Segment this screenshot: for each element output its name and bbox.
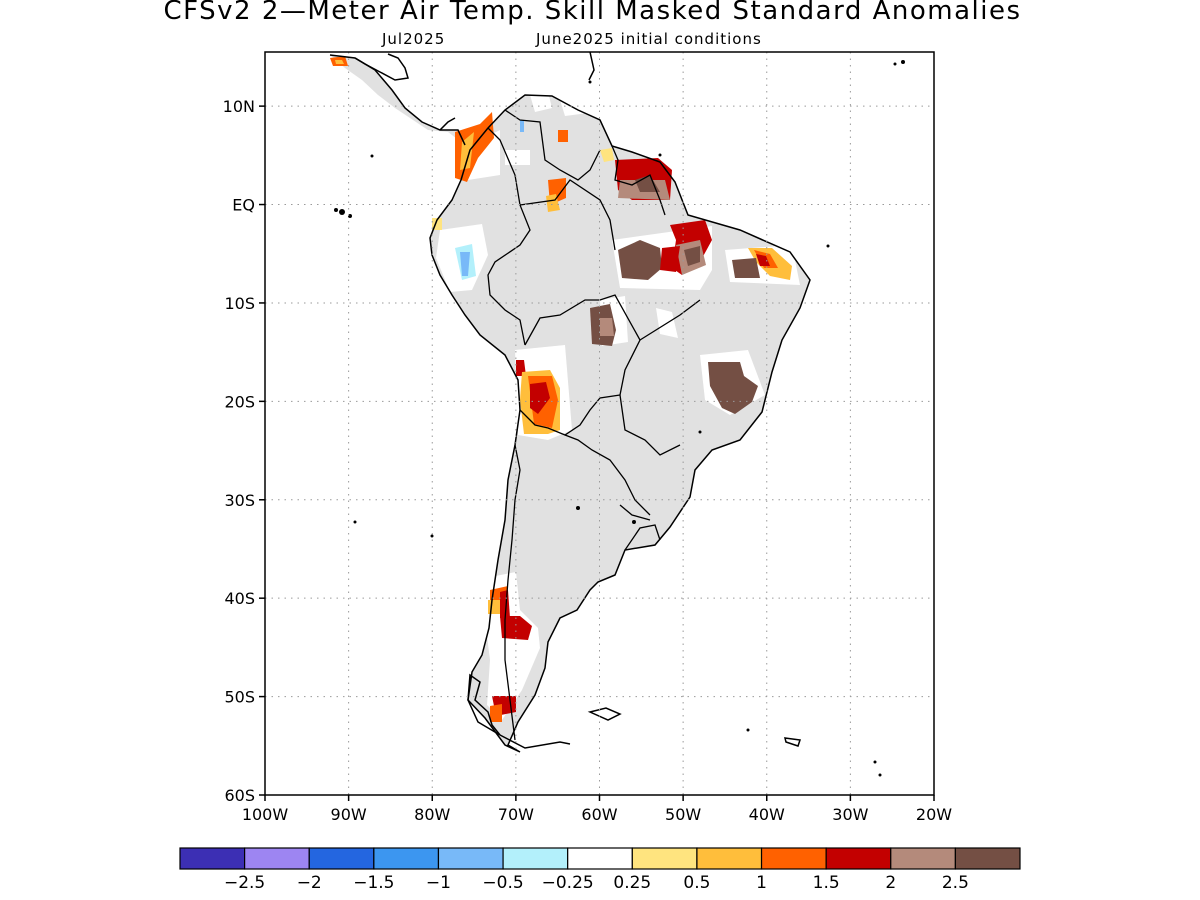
gridlines	[265, 52, 934, 795]
central-america-landmass	[330, 55, 465, 145]
lon-label: 80W	[414, 805, 450, 824]
initial-conditions-label: June2025 initial conditions	[536, 30, 762, 48]
colorbar-label: −2.5	[224, 873, 265, 893]
lon-label: 60W	[581, 805, 617, 824]
colorbar-swatch	[308, 847, 375, 870]
valid-month-label: Jul2025	[382, 30, 446, 48]
colorbar-swatch	[567, 847, 633, 870]
colorbar-swatch	[502, 847, 569, 870]
colorbar-swatch	[244, 847, 310, 870]
country-borders	[487, 109, 701, 741]
colorbar-label: 0.25	[613, 873, 651, 893]
colorbar-label: 1.5	[813, 873, 840, 893]
colorbar-label: −1.5	[353, 873, 394, 893]
longitude-labels: 100W 90W 80W 70W 60W 50W 40W 30W 20W	[242, 805, 952, 824]
lon-label: 20W	[916, 805, 952, 824]
axis-ticks	[259, 105, 935, 801]
lon-label: 30W	[832, 805, 868, 824]
colorbar-label: −0.25	[542, 873, 594, 893]
lon-label: 70W	[498, 805, 534, 824]
map-title: CFSv2 2—Meter Air Temp. Skill Masked Sta…	[163, 0, 1022, 26]
lat-label: 60S	[224, 786, 255, 805]
colorbar-swatch	[631, 847, 698, 870]
lon-label: 90W	[331, 805, 367, 824]
colorbar-swatch	[890, 847, 956, 870]
lat-label: 10N	[223, 97, 255, 116]
colorbar-label: 1	[756, 873, 767, 893]
colorbar-label: 2	[885, 873, 896, 893]
anomaly-patches	[330, 56, 792, 722]
colorbar-label: −0.5	[482, 873, 523, 893]
colorbar-swatch	[437, 847, 504, 870]
lon-label: 100W	[242, 805, 289, 824]
lon-label: 50W	[665, 805, 701, 824]
colorbar-label: −2	[297, 873, 322, 893]
lat-label: 20S	[224, 392, 255, 411]
latitude-labels: 10N EQ 10S 20S 30S 40S 50S 60S	[223, 97, 255, 805]
lat-label: EQ	[232, 196, 255, 215]
colorbar-label: 2.5	[942, 873, 969, 893]
colorbar	[179, 847, 1021, 870]
islands	[334, 60, 905, 777]
lat-label: 10S	[224, 294, 255, 313]
lat-label: 50S	[224, 688, 255, 707]
lat-label: 30S	[224, 491, 255, 510]
coastlines	[329, 52, 811, 753]
colorbar-swatch	[179, 847, 246, 870]
colorbar-swatch	[825, 847, 892, 870]
lat-label: 40S	[224, 589, 255, 608]
colorbar-labels: −2.5 −2 −1.5 −1 −0.5 −0.25 0.25 0.5 1 1.5 2 2.5	[224, 873, 969, 893]
colorbar-label: −1	[426, 873, 451, 893]
south-america-landmass	[430, 95, 810, 752]
lon-label: 40W	[749, 805, 785, 824]
colorbar-swatch	[760, 847, 827, 870]
colorbar-swatch	[954, 847, 1021, 870]
colorbar-swatch	[696, 847, 763, 870]
land-mask	[330, 55, 810, 752]
colorbar-label: 0.5	[683, 873, 710, 893]
colorbar-swatch	[373, 847, 440, 870]
